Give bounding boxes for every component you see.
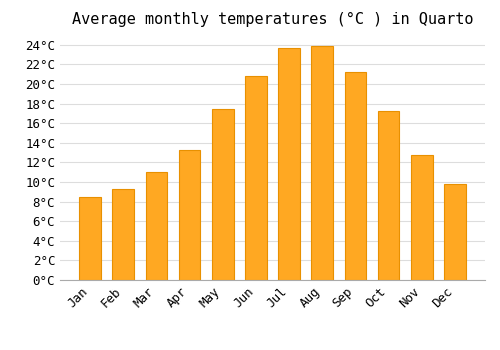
Bar [312, 46, 333, 280]
Bar [444, 184, 466, 280]
Title: Average monthly temperatures (°C ) in Quarto: Average monthly temperatures (°C ) in Qu… [72, 12, 473, 27]
Bar [179, 150, 201, 280]
Bar [278, 48, 300, 280]
Bar [344, 72, 366, 280]
Bar [378, 111, 400, 280]
Bar [146, 172, 167, 280]
Bar [245, 76, 266, 280]
Bar [411, 155, 432, 280]
Bar [212, 110, 234, 280]
Bar [112, 189, 134, 280]
Bar [80, 197, 101, 280]
